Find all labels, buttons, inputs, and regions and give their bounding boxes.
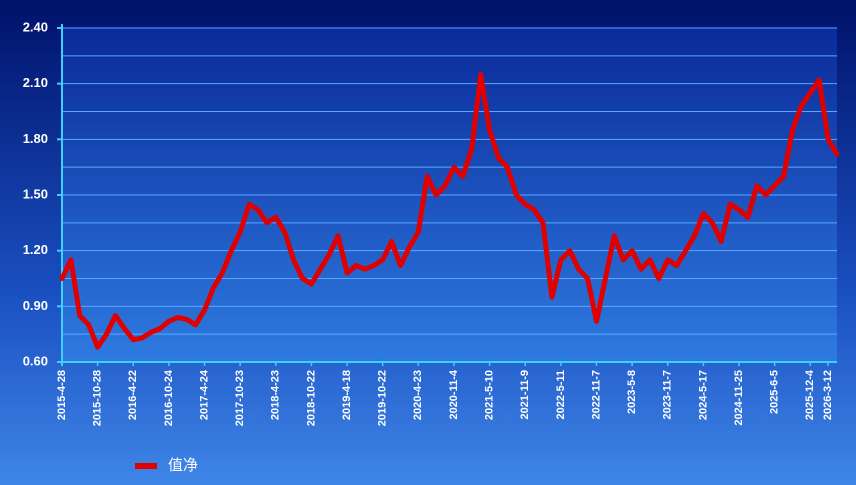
labels: 0.60 0.90 1.20 1.50 1.80 2.10 2.40 2015-4-28 201… <box>23 19 834 426</box>
x-tick-label: 2020-4-23 <box>412 370 424 420</box>
y-tick-label: 1.80 <box>23 131 48 146</box>
x-tick-label: 2019-10-22 <box>377 370 389 426</box>
x-tick-label: 2025-12-4 <box>804 369 816 420</box>
x-tick-label: 2026-3-12 <box>822 370 834 420</box>
y-tick-label: 0.60 <box>23 353 48 368</box>
y-tick-label: 1.50 <box>23 186 48 201</box>
x-tick-label: 2022-5-11 <box>555 370 567 420</box>
x-tick-label: 2018-4-23 <box>270 370 282 420</box>
x-tick-label: 2023-11-7 <box>662 370 674 420</box>
x-tick-label: 2015-4-28 <box>56 370 68 420</box>
y-tick-label: 0.90 <box>23 298 48 313</box>
x-tick-label: 2016-10-24 <box>163 369 175 426</box>
x-tick-label: 2018-10-22 <box>305 370 317 426</box>
x-tick-label: 2024-5-17 <box>697 370 709 420</box>
x-tick-label: 2025-6-5 <box>769 370 781 414</box>
legend-label: 值净 <box>168 457 198 474</box>
x-tick-label: 2020-11-4 <box>448 369 460 419</box>
x-tick-label: 2024-11-25 <box>733 370 745 426</box>
y-tick-label: 2.10 <box>23 75 48 90</box>
x-tick-label: 2017-10-23 <box>234 370 246 426</box>
series-line <box>59 71 840 350</box>
x-tick-label: 2021-11-9 <box>519 370 531 420</box>
x-tick-label: 2015-10-28 <box>92 370 104 426</box>
x-tick-label: 2016-4-22 <box>127 370 139 420</box>
y-tick-label: 1.20 <box>23 242 48 257</box>
x-tick-label: 2021-5-10 <box>483 370 495 420</box>
x-tick-label: 2017-4-24 <box>198 369 210 420</box>
grid <box>57 27 837 366</box>
x-tick-label: 2022-11-7 <box>590 370 602 420</box>
x-tick-label: 2019-4-18 <box>341 370 353 420</box>
y-tick-label: 2.40 <box>23 19 48 34</box>
marks <box>59 71 840 350</box>
x-tick-label: 2023-5-8 <box>626 370 638 414</box>
